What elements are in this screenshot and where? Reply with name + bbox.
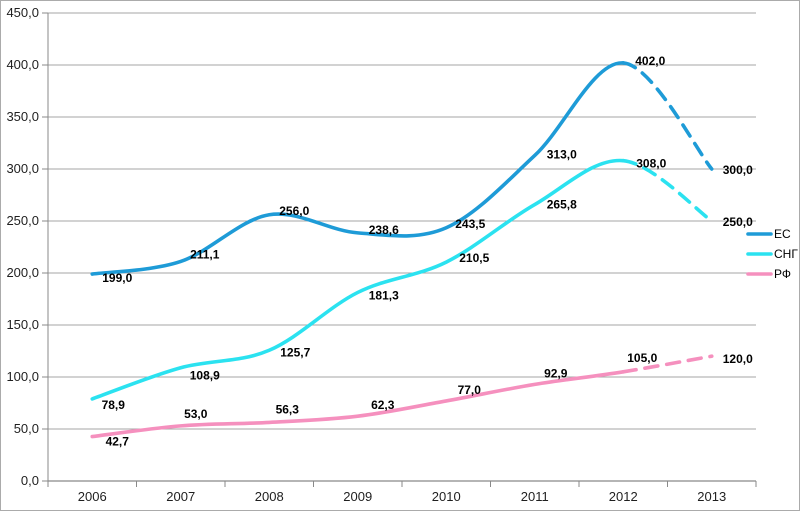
x-axis-tick-label: 2011 <box>521 489 549 504</box>
series-line-sng <box>90 158 626 401</box>
data-label-es: 211,1 <box>190 247 220 261</box>
data-label-sng: 181,3 <box>369 288 399 302</box>
y-axis-tick-label: 200,0 <box>6 265 39 280</box>
x-axis-tick-label: 2009 <box>343 489 372 504</box>
data-label-sng: 308,0 <box>636 157 666 171</box>
y-axis-tick-label: 350,0 <box>6 109 39 124</box>
data-label-rf: 62,3 <box>371 398 395 412</box>
y-axis-tick-label: 250,0 <box>6 213 39 228</box>
series-forecast-line-rf <box>621 354 714 374</box>
x-axis-tick-label: 2010 <box>432 489 461 504</box>
x-axis-tick-label: 2006 <box>78 489 107 504</box>
x-axis-tick-label: 2012 <box>609 489 638 504</box>
y-axis-tick-label: 100,0 <box>6 369 39 384</box>
data-label-sng: 125,7 <box>280 345 310 359</box>
data-label-es: 300,0 <box>723 163 753 177</box>
data-label-es: 199,0 <box>102 271 132 285</box>
series-line-rf <box>90 370 626 439</box>
data-label-rf: 77,0 <box>458 383 482 397</box>
y-axis-tick-label: 400,0 <box>6 57 39 72</box>
y-axis-tick-label: 0,0 <box>21 473 39 488</box>
data-label-sng: 210,5 <box>459 251 489 265</box>
series-line-es <box>90 61 626 276</box>
data-label-es: 402,0 <box>635 54 665 68</box>
x-axis-tick-label: 2007 <box>166 489 195 504</box>
data-label-rf: 120,0 <box>723 352 753 366</box>
data-label-rf: 105,0 <box>627 351 657 365</box>
legend-label-es: ЕС <box>774 227 791 241</box>
data-label-es: 238,6 <box>369 223 399 237</box>
data-label-sng: 265,8 <box>547 198 577 212</box>
y-axis-tick-label: 450,0 <box>6 5 39 20</box>
y-axis-tick-label: 150,0 <box>6 317 39 332</box>
y-axis-tick-label: 50,0 <box>14 421 39 436</box>
data-label-rf: 53,0 <box>184 407 208 421</box>
data-label-rf: 56,3 <box>276 402 300 416</box>
series-forecast-line-sng <box>621 158 714 223</box>
data-label-es: 256,0 <box>279 204 309 218</box>
data-label-sng: 108,9 <box>190 369 220 383</box>
y-axis-tick-label: 300,0 <box>6 161 39 176</box>
data-label-es: 313,0 <box>547 147 577 161</box>
data-label-es: 243,5 <box>455 217 485 231</box>
data-label-rf: 92,9 <box>544 366 568 380</box>
data-label-rf: 42,7 <box>106 435 130 449</box>
data-label-sng: 78,9 <box>102 398 126 412</box>
series-forecast-line-es <box>621 61 714 171</box>
x-axis-tick-label: 2013 <box>697 489 726 504</box>
x-axis-tick-label: 2008 <box>255 489 284 504</box>
legend-label-sng: СНГ <box>774 247 798 261</box>
legend-label-rf: РФ <box>774 267 791 281</box>
data-label-sng: 250,0 <box>723 215 753 229</box>
